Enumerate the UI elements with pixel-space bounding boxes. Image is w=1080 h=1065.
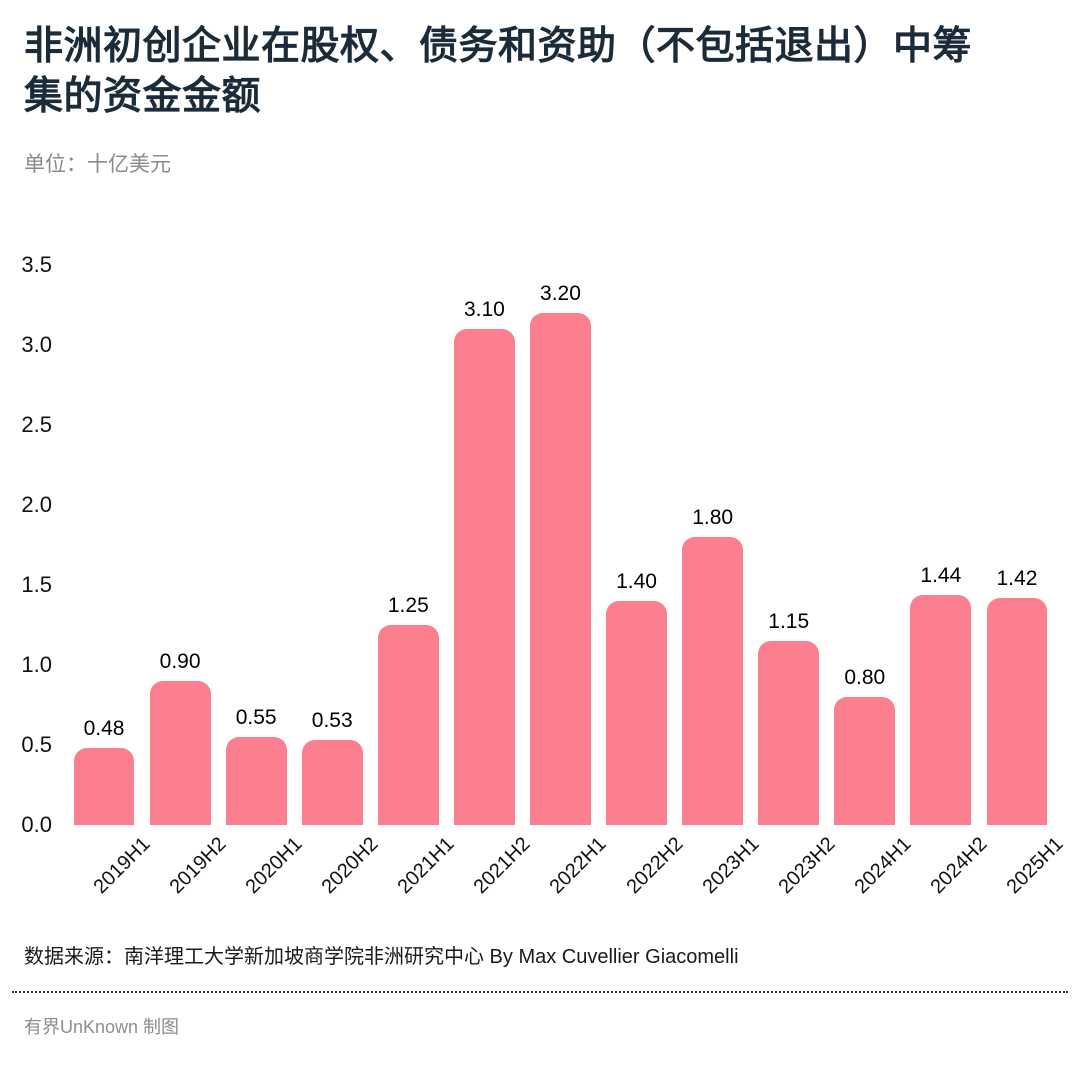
credit-attribution: 有界UnKnown 制图 [24,1017,180,1037]
x-axis-tick-label: 2020H1 [241,833,307,899]
bar-group: 1.80 2023H1 [675,265,763,898]
y-axis-tick-label: 0.5 [21,732,52,757]
bar-value-label: 1.40 [616,570,657,593]
plot-area: 0.0 0.5 1.0 1.5 2.0 2.5 3.0 3.5 0.48 2019H1 0.90 2… [21,252,1068,898]
x-axis-tick-label: 2020H2 [317,833,383,899]
bar-group: 0.53 2020H2 [294,265,383,898]
x-axis-tick-label: 2023H2 [774,833,840,899]
bar-group: 1.25 2021H1 [370,265,459,898]
bar-group: 0.55 2020H1 [218,265,307,898]
x-axis-tick-label: 2024H2 [926,833,992,899]
bar-value-label: 3.10 [463,298,505,321]
bar-group: 3.10 2021H2 [446,265,535,898]
chart-header: 非洲初创企业在股权、债务和资助（不包括退出）中筹集的资金金额 单位：十亿美元 [0,0,1080,178]
bar[interactable] [225,737,287,825]
y-axis-tick-label: 3.0 [21,332,52,357]
x-axis-tick-label: 2021H2 [469,833,535,899]
page-title: 非洲初创企业在股权、债务和资助（不包括退出）中筹集的资金金额 [24,25,973,118]
x-axis-tick-label: 2019H2 [165,833,231,899]
bar[interactable] [530,313,591,825]
bar-group: 1.40 2022H2 [599,265,687,898]
bar-value-label: 0.55 [235,706,277,729]
y-axis-tick-label: 0.0 [21,812,52,837]
x-axis-tick-label: 2022H2 [622,833,688,899]
chart-footer: 数据来源：南洋理工大学新加坡商学院非洲研究中心 By Max Cuvellier… [0,940,1080,1065]
x-axis-tick-label: 2019H1 [89,833,155,899]
bar-value-label: 1.80 [692,506,734,529]
chart-unit-subtitle: 单位：十亿美元 [24,152,171,176]
x-axis-tick-label: 2025H1 [1002,833,1068,899]
bar[interactable] [910,594,972,825]
x-axis-tick-label: 2021H1 [393,833,459,899]
source-attribution: 数据来源：南洋理工大学新加坡商学院非洲研究中心 By Max Cuvellier… [24,946,739,968]
bar-group: 0.48 2019H1 [66,265,155,898]
bar-value-label: 1.15 [768,610,810,633]
y-axis-tick-label: 1.0 [21,652,52,677]
y-axis-tick-label: 2.0 [21,492,52,517]
bar-group: 1.44 2024H2 [903,265,991,898]
bar[interactable] [758,641,820,825]
bar-value-label: 1.25 [387,594,429,617]
bar-group: 0.80 2024H1 [827,265,915,898]
bar[interactable] [453,329,515,825]
y-axis-tick-label: 2.5 [21,412,52,437]
bar[interactable] [834,697,896,825]
bar[interactable] [606,601,667,825]
bar[interactable] [301,740,363,825]
bar[interactable] [149,681,211,825]
bar-value-label: 3.20 [540,282,581,305]
bar[interactable] [682,537,744,825]
bar-value-label: 0.80 [844,666,886,689]
bar-value-label: 0.48 [83,717,125,741]
footer-divider [12,991,1068,993]
bar[interactable] [986,597,1048,825]
bar-group: 1.42 2025H1 [979,265,1068,898]
x-axis-tick-label: 2023H1 [698,833,764,899]
bar-value-label: 0.90 [159,650,201,673]
bar[interactable] [73,748,135,825]
bar-value-label: 0.53 [311,709,353,733]
bar-group: 1.15 2023H2 [751,265,839,898]
x-axis-tick-label: 2022H1 [545,833,612,899]
bar-value-label: 1.42 [996,566,1038,590]
y-axis-tick-label: 3.5 [21,252,52,277]
bar-value-label: 1.44 [920,563,962,587]
bar-group: 3.20 2022H1 [522,265,611,898]
bar[interactable] [377,625,439,825]
x-axis-tick-label: 2024H1 [850,833,916,899]
bar-group: 0.90 2019H2 [142,265,231,898]
y-axis-tick-label: 1.5 [21,572,52,597]
